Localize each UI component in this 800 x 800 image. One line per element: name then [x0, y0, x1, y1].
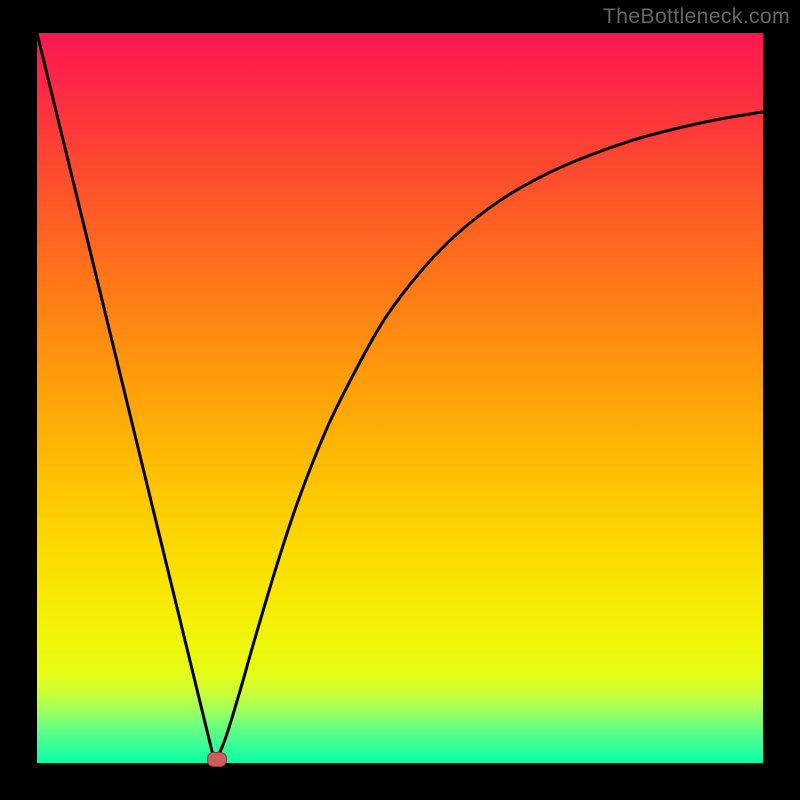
- bottleneck-curve: [37, 33, 763, 763]
- chart-canvas: TheBottleneck.com: [0, 0, 800, 800]
- optimal-point-marker: [207, 752, 227, 767]
- plot-frame: [37, 33, 763, 763]
- watermark-text: TheBottleneck.com: [603, 4, 790, 29]
